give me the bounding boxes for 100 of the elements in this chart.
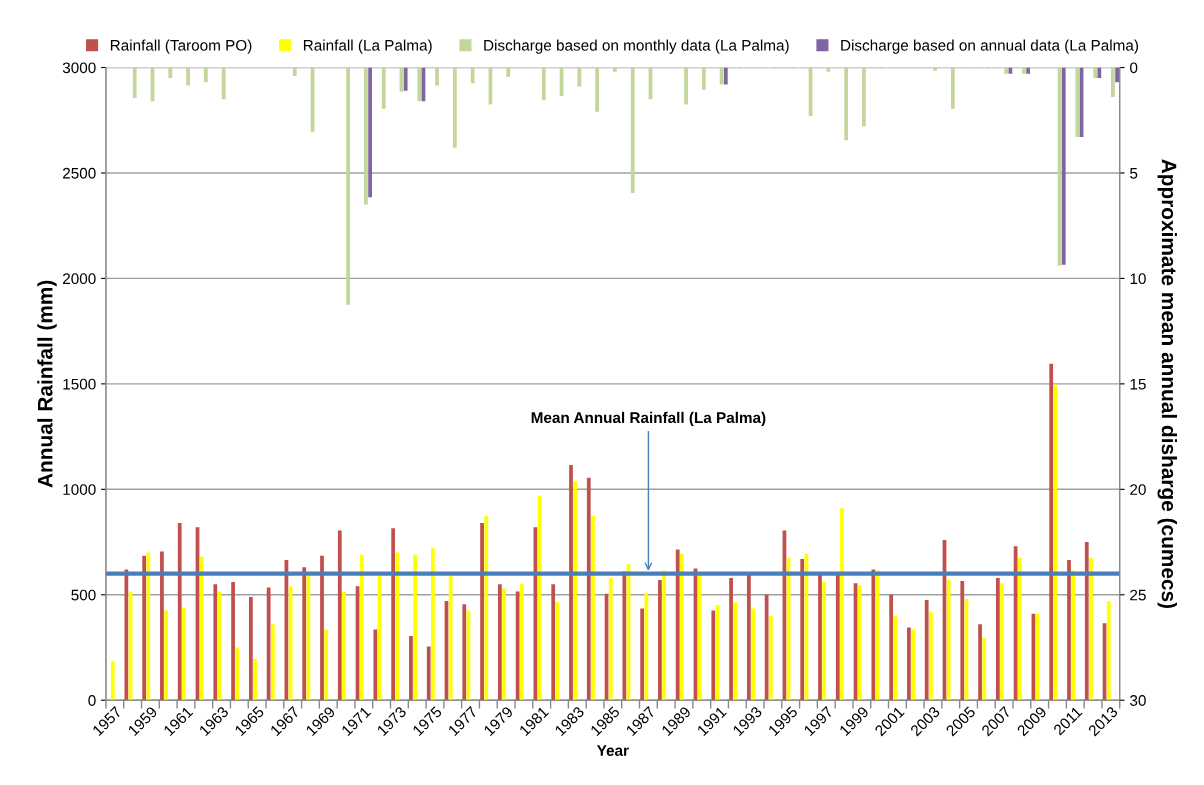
bar	[391, 528, 396, 701]
bar	[373, 629, 378, 701]
bar	[946, 580, 951, 701]
bar	[182, 607, 186, 701]
bar	[764, 594, 769, 701]
bar	[403, 67, 408, 91]
bar	[978, 624, 982, 701]
bar	[960, 581, 965, 701]
bar	[1106, 601, 1111, 701]
bar	[142, 555, 147, 701]
bar	[577, 67, 582, 87]
bar	[320, 555, 324, 701]
bar	[684, 67, 688, 105]
bar	[199, 556, 204, 701]
bar	[768, 615, 773, 701]
bar	[893, 615, 898, 701]
bar	[1067, 559, 1071, 701]
bar	[413, 554, 417, 701]
bar	[723, 67, 728, 85]
bar	[1084, 542, 1089, 701]
bar	[502, 588, 506, 701]
y2-tick-label: 30	[1130, 695, 1146, 706]
y-tick-label: 2000	[63, 273, 96, 285]
bar	[1022, 67, 1026, 74]
bar	[124, 569, 129, 701]
bar	[203, 67, 208, 83]
bar	[266, 587, 271, 701]
y2-tick-label: 20	[1130, 484, 1146, 495]
bar	[733, 602, 738, 701]
bar	[235, 647, 240, 701]
bar	[417, 67, 422, 102]
y-tick-label: 1500	[63, 378, 96, 390]
bar	[586, 477, 591, 701]
bar	[640, 608, 645, 701]
bar	[292, 67, 297, 76]
bar	[515, 591, 520, 701]
bar	[359, 554, 364, 701]
bar	[164, 610, 168, 701]
bar	[630, 67, 635, 193]
bar	[1093, 67, 1098, 79]
y-axis-title: Annual Rainfall (mm)	[37, 280, 57, 488]
bar	[177, 523, 182, 701]
bar	[950, 67, 955, 109]
bar	[506, 67, 511, 77]
bar	[302, 567, 307, 701]
bar	[342, 591, 346, 701]
legend-label: Discharge based on annual data (La Palma)	[841, 39, 1138, 54]
y2-tick-label: 15	[1130, 378, 1146, 390]
bar	[110, 661, 115, 701]
bar	[608, 577, 613, 701]
bar	[395, 552, 400, 701]
bar	[1026, 67, 1031, 74]
y-tick-label: 3000	[62, 62, 96, 74]
bar	[519, 584, 524, 701]
legend-label: Rainfall (Taroom PO)	[110, 39, 252, 54]
bar	[746, 574, 751, 701]
bar	[324, 629, 329, 701]
bar	[1089, 557, 1093, 701]
bar	[213, 584, 218, 701]
bar	[132, 67, 137, 99]
bar	[1017, 557, 1022, 701]
bar	[364, 67, 368, 205]
y2-axis-title: Approximate mean annual disharge (cumecs)	[1157, 159, 1177, 609]
y2-tick-label: 25	[1130, 589, 1146, 601]
x-axis-title: Year	[596, 745, 629, 756]
bar	[452, 67, 457, 148]
bar	[982, 638, 987, 701]
bar	[426, 646, 431, 701]
bar	[701, 67, 706, 90]
bar	[231, 582, 235, 701]
bar	[613, 67, 617, 72]
bar	[186, 67, 190, 86]
bar	[435, 67, 439, 86]
legend-label: Discharge based on monthly data (La Palma)	[484, 39, 789, 54]
bar	[253, 659, 257, 701]
y2-tick-label: 10	[1130, 273, 1146, 285]
bar	[591, 515, 595, 701]
bar	[662, 570, 666, 701]
bar	[719, 67, 724, 85]
bar	[862, 67, 866, 127]
bar	[497, 584, 502, 701]
bar	[844, 67, 849, 141]
bar	[871, 569, 876, 701]
y-tick-label: 0	[88, 695, 96, 706]
bar	[697, 575, 702, 701]
bar	[995, 577, 1000, 701]
bar	[270, 624, 275, 701]
bar	[1071, 570, 1076, 701]
bar	[826, 67, 831, 72]
bar	[248, 596, 253, 701]
bar	[221, 67, 226, 100]
bar	[346, 67, 351, 305]
bar	[658, 580, 662, 701]
bar	[911, 629, 915, 701]
bar	[929, 611, 933, 701]
y-tick-label: 500	[71, 589, 96, 601]
bar	[675, 549, 680, 701]
bar	[168, 67, 173, 79]
bar	[381, 67, 386, 109]
bar	[484, 515, 489, 701]
